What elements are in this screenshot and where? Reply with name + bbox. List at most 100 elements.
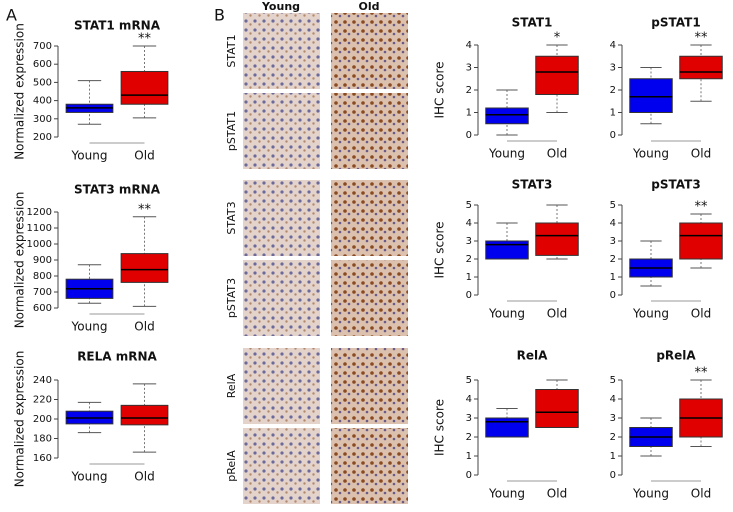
y-tick-label: 200 xyxy=(33,132,52,143)
y-tick-label: 5 xyxy=(610,375,616,386)
y-tick-label: 300 xyxy=(33,114,52,125)
significance: ** xyxy=(695,31,709,46)
ihc-image xyxy=(331,428,408,504)
row-label: pRelA xyxy=(225,450,238,482)
box xyxy=(679,55,723,80)
y-tick-label: 600 xyxy=(33,59,52,70)
box xyxy=(120,70,169,105)
box xyxy=(629,78,673,113)
x-tick-label: Young xyxy=(632,147,669,161)
y-tick-label: 0 xyxy=(610,470,616,481)
x-tick-label: Old xyxy=(691,487,711,501)
y-tick-label: 0 xyxy=(610,130,616,141)
y-tick-label: 2 xyxy=(610,85,616,96)
y-tick-label: 3 xyxy=(466,236,472,247)
x-tick-label: Old xyxy=(134,470,154,484)
y-tick-label: 0 xyxy=(466,130,472,141)
y-tick-label: 2 xyxy=(466,85,472,96)
y-tick-label: 1 xyxy=(466,108,472,119)
y-tick-label: 220 xyxy=(33,395,52,406)
y-tick-label: 0 xyxy=(610,290,616,301)
box xyxy=(485,417,529,438)
y-tick-label: 1200 xyxy=(27,207,52,218)
box xyxy=(120,404,169,426)
y-tick-label: 600 xyxy=(33,303,52,314)
box xyxy=(679,222,723,260)
y-tick-label: 3 xyxy=(610,63,616,74)
y-tick-label: 5 xyxy=(610,200,616,211)
box xyxy=(535,222,579,256)
box xyxy=(485,107,529,125)
row-label: STAT3 xyxy=(225,201,238,234)
x-tick-label: Young xyxy=(71,320,108,334)
ihc-image xyxy=(243,180,320,256)
box xyxy=(535,55,579,95)
x-tick-label: Old xyxy=(691,307,711,321)
y-tick-label: 4 xyxy=(610,394,616,405)
x-tick-label: Young xyxy=(71,470,108,484)
y-tick-label: 4 xyxy=(610,218,616,229)
y-tick-label: 2 xyxy=(466,254,472,265)
y-tick-label: 4 xyxy=(610,40,616,51)
ihc-image xyxy=(243,260,320,336)
y-tick-label: 700 xyxy=(33,287,52,298)
y-tick-label: 180 xyxy=(33,434,52,445)
significance: * xyxy=(554,31,561,46)
y-axis-label: IHC score xyxy=(433,62,447,119)
row-label: RelA xyxy=(225,373,238,398)
y-tick-label: 240 xyxy=(33,375,52,386)
x-tick-label: Young xyxy=(488,307,525,321)
x-tick-label: Young xyxy=(632,307,669,321)
y-tick-label: 1000 xyxy=(27,239,52,250)
ihc-image xyxy=(331,93,408,169)
y-axis-label: Normalized expression xyxy=(13,351,27,488)
y-tick-label: 5 xyxy=(466,200,472,211)
column-label: Old xyxy=(359,0,380,13)
chart-title: RELA mRNA xyxy=(77,350,157,364)
chart-title: STAT3 mRNA xyxy=(74,183,161,197)
y-tick-label: 500 xyxy=(33,77,52,88)
y-tick-label: 900 xyxy=(33,255,52,266)
significance: ** xyxy=(138,202,152,217)
x-tick-label: Old xyxy=(691,147,711,161)
y-tick-label: 1 xyxy=(610,451,616,462)
y-tick-label: 400 xyxy=(33,96,52,107)
y-tick-label: 4 xyxy=(466,394,472,405)
y-tick-label: 800 xyxy=(33,271,52,282)
ihc-image xyxy=(243,13,320,89)
panel-label: A xyxy=(6,6,17,25)
ihc-image xyxy=(243,428,320,504)
x-tick-label: Young xyxy=(488,487,525,501)
ihc-image xyxy=(331,260,408,336)
x-tick-label: Young xyxy=(632,487,669,501)
y-tick-label: 1100 xyxy=(27,223,52,234)
ihc-image xyxy=(331,13,408,89)
panel-label: B xyxy=(214,6,225,25)
row-label: pSTAT1 xyxy=(225,111,238,151)
x-tick-label: Young xyxy=(488,147,525,161)
x-tick-label: Old xyxy=(547,307,567,321)
y-axis-label: Normalized expression xyxy=(13,23,27,160)
y-axis-label: IHC score xyxy=(433,222,447,279)
x-tick-label: Old xyxy=(134,149,154,163)
y-axis-label: Normalized expression xyxy=(13,192,27,329)
chart-title: pRelA xyxy=(656,349,696,363)
ihc-image xyxy=(243,93,320,169)
chart-title: STAT3 xyxy=(512,178,553,192)
y-tick-label: 2 xyxy=(466,432,472,443)
y-tick-label: 3 xyxy=(610,413,616,424)
significance: ** xyxy=(695,366,709,381)
x-tick-label: Young xyxy=(71,149,108,163)
x-tick-label: Old xyxy=(547,147,567,161)
y-tick-label: 0 xyxy=(466,470,472,481)
ihc-image xyxy=(331,180,408,256)
y-tick-label: 1 xyxy=(610,108,616,119)
x-tick-label: Old xyxy=(547,487,567,501)
y-tick-label: 2 xyxy=(610,432,616,443)
box xyxy=(485,240,529,260)
chart-title: STAT1 xyxy=(512,16,553,30)
significance: ** xyxy=(138,32,152,47)
ihc-image xyxy=(331,348,408,424)
box xyxy=(120,253,169,283)
y-tick-label: 4 xyxy=(466,218,472,229)
